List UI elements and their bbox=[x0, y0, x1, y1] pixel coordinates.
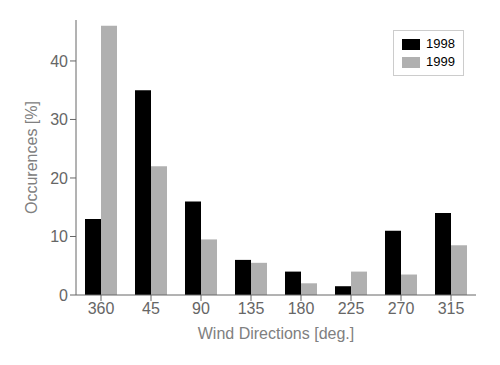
svg-text:40: 40 bbox=[50, 53, 68, 70]
svg-text:180: 180 bbox=[288, 300, 315, 317]
svg-text:270: 270 bbox=[388, 300, 415, 317]
html-text:1998: 1998 bbox=[426, 36, 455, 51]
svg-text:90: 90 bbox=[192, 300, 210, 317]
svg-text:135: 135 bbox=[238, 300, 265, 317]
svg-text:0: 0 bbox=[59, 287, 68, 304]
html-text:1999: 1999 bbox=[426, 54, 455, 69]
svg-text:360: 360 bbox=[88, 300, 115, 317]
svg-text:20: 20 bbox=[50, 170, 68, 187]
svg-text:10: 10 bbox=[50, 228, 68, 245]
svg-text:225: 225 bbox=[338, 300, 365, 317]
svg-text:Wind Directions [deg.]: Wind Directions [deg.] bbox=[198, 325, 355, 342]
svg-text:315: 315 bbox=[438, 300, 465, 317]
svg-text:Occurences [%]: Occurences [%] bbox=[23, 101, 40, 214]
svg-text:45: 45 bbox=[142, 300, 160, 317]
svg-text:30: 30 bbox=[50, 111, 68, 128]
